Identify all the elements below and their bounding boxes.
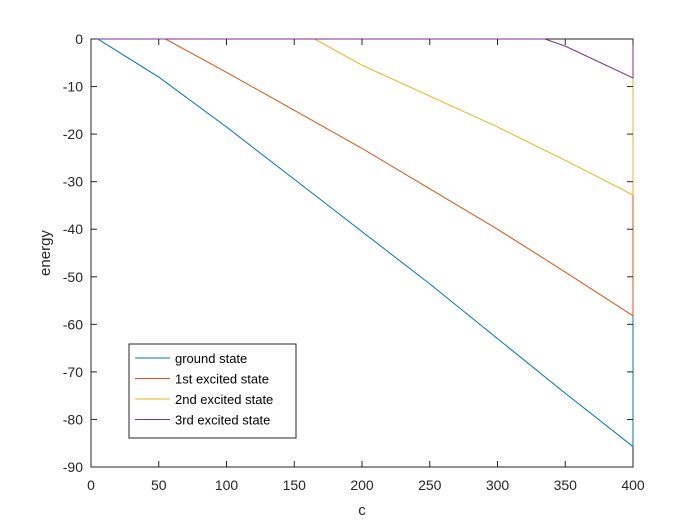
y-tick-label: -40 <box>63 221 83 237</box>
legend-label-1: ground state <box>175 351 247 366</box>
x-tick-label: 200 <box>350 477 374 493</box>
legend-label-2: 1st excited state <box>175 372 269 387</box>
y-tick-label: -30 <box>63 174 83 190</box>
x-tick-label: 150 <box>283 477 307 493</box>
y-tick-label: -20 <box>63 126 83 142</box>
x-tick-label: 50 <box>151 477 167 493</box>
series-line-2 <box>91 38 634 317</box>
series-line-1 <box>91 38 634 448</box>
series-line-3 <box>91 38 634 196</box>
y-tick-label: -10 <box>63 79 83 95</box>
y-tick-label: 0 <box>75 31 83 47</box>
legend-box <box>128 343 297 439</box>
legend: ground state 1st excited state 2nd excited… <box>128 343 297 439</box>
series-layer <box>91 38 634 448</box>
y-tick-label: -90 <box>63 459 83 475</box>
x-tick-label: 100 <box>215 477 239 493</box>
legend-label-3: 2nd excited state <box>175 392 273 407</box>
y-tick-label: -50 <box>63 269 83 285</box>
y-axis-label: energy <box>37 230 54 276</box>
x-tick-label: 350 <box>554 477 578 493</box>
y-tick-label: -60 <box>63 316 83 332</box>
x-axis-label: c <box>358 502 366 519</box>
y-tick-label: -80 <box>63 411 83 427</box>
ticks-layer: 0 50 100 150 200 250 300 350 400 0 -10 -20 -30 -40 -50… <box>63 31 645 493</box>
legend-label-4: 3rd excited state <box>175 413 270 428</box>
series-line-4 <box>91 38 634 79</box>
y-tick-label: -70 <box>63 364 83 380</box>
x-tick-label: 0 <box>87 477 95 493</box>
x-tick-label: 300 <box>486 477 510 493</box>
x-tick-label: 400 <box>621 477 645 493</box>
x-tick-label: 250 <box>418 477 442 493</box>
